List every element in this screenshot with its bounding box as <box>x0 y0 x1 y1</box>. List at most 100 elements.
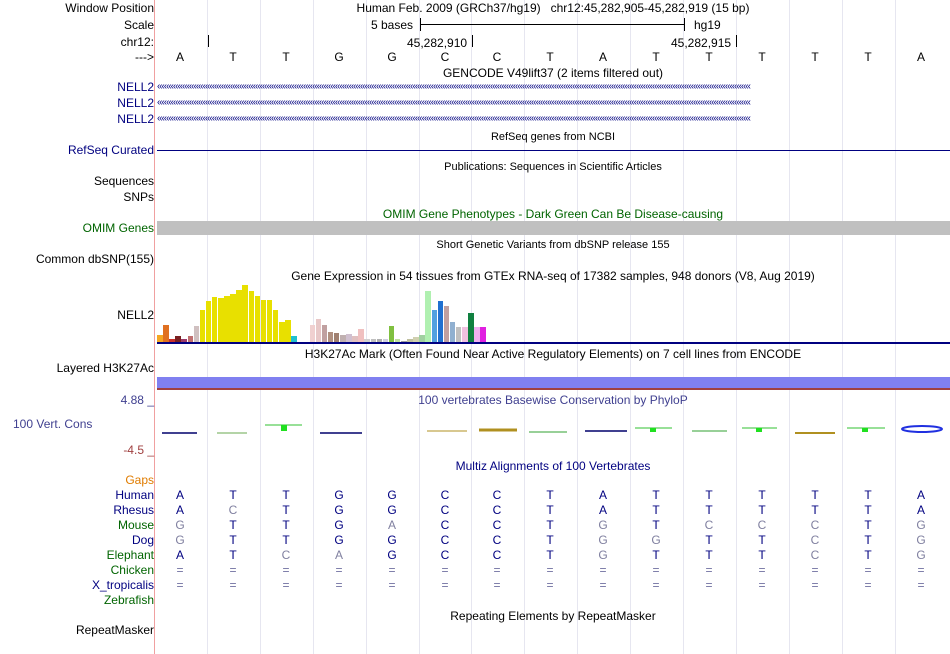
gtex-tissue-bar[interactable] <box>455 327 462 342</box>
multiz-species-label[interactable]: Chicken <box>110 563 154 577</box>
gtex-tissue-bar[interactable] <box>352 336 358 342</box>
coord-right-text: 45,282,915 <box>671 36 732 50</box>
gtex-tissue-bar[interactable] <box>425 291 431 342</box>
gtex-tissue-bar[interactable] <box>218 298 224 342</box>
multiz-species-label[interactable]: Human <box>115 488 154 502</box>
gtex-tissue-bar[interactable] <box>291 336 297 342</box>
omim-phenotype-bar[interactable] <box>157 221 950 235</box>
gtex-tissue-bar[interactable] <box>431 310 438 342</box>
gtex-tissue-bar[interactable] <box>163 325 169 342</box>
gtex-tissue-bar[interactable] <box>468 313 474 342</box>
gtex-tissue-bar[interactable] <box>242 285 248 342</box>
gtex-tissue-bar[interactable] <box>443 306 450 342</box>
multiz-species-label[interactable]: Dog <box>131 533 154 547</box>
gtex-tissue-bar[interactable] <box>254 296 261 342</box>
h3k27ac-track-label[interactable]: Layered H3K27Ac <box>56 361 154 375</box>
phylop-conservation-plot[interactable] <box>157 420 950 438</box>
alignment-base: = <box>441 578 449 592</box>
gtex-tissue-bar[interactable] <box>370 339 377 342</box>
refseq-gene-line[interactable] <box>157 150 950 151</box>
gtex-tissue-bar[interactable] <box>199 310 206 342</box>
alignment-base: C <box>492 503 502 517</box>
alignment-base: G <box>916 533 926 547</box>
gtex-tissue-bar[interactable] <box>340 335 346 342</box>
gtex-tissue-bar[interactable] <box>211 297 218 342</box>
gtex-tissue-bar[interactable] <box>260 300 267 342</box>
multiz-species-label[interactable]: Rhesus <box>113 503 154 517</box>
gtex-track-label[interactable]: NELL2 <box>117 308 154 322</box>
gtex-tissue-bar[interactable] <box>193 326 200 342</box>
alignment-base: T <box>546 503 554 517</box>
gtex-tissue-bar[interactable] <box>175 336 181 342</box>
gtex-tissue-bar[interactable] <box>181 339 187 342</box>
gtex-tissue-bar[interactable] <box>480 327 486 342</box>
gtex-tissue-bar[interactable] <box>346 334 352 342</box>
gtex-tissue-bar[interactable] <box>224 296 230 342</box>
reference-base: T <box>282 50 290 64</box>
h3k27ac-signal-bar[interactable] <box>157 377 950 388</box>
reference-base: C <box>440 50 450 64</box>
multiz-gaps-label[interactable]: Gaps <box>125 473 154 487</box>
gencode-transcript-arrows[interactable]: ««««««««««««««««««««««««««««««««««««««««… <box>157 82 751 92</box>
gtex-tissue-bar[interactable] <box>388 326 395 342</box>
alignment-base: C <box>492 488 502 502</box>
gencode-gene-label[interactable]: NELL2 <box>117 112 154 126</box>
gtex-tissue-bar[interactable] <box>279 322 285 342</box>
repeatmasker-track-label[interactable]: RepeatMasker <box>75 623 154 637</box>
gtex-tissue-bar[interactable] <box>358 329 364 342</box>
gtex-tissue-bar[interactable] <box>327 332 334 342</box>
gtex-tissue-bar[interactable] <box>462 327 468 342</box>
gtex-tissue-bar[interactable] <box>157 335 163 342</box>
alignment-base: = <box>282 563 290 577</box>
gtex-tissue-bar[interactable] <box>413 337 419 342</box>
alignment-base: G <box>175 518 185 532</box>
base-gridline <box>524 0 525 654</box>
gtex-tissue-bar[interactable] <box>449 322 456 342</box>
multiz-species-label[interactable]: Mouse <box>117 518 154 532</box>
reference-base: G <box>387 50 397 64</box>
gtex-tissue-bar[interactable] <box>187 336 194 342</box>
gtex-tissue-bar[interactable] <box>401 341 407 342</box>
gtex-tissue-bar[interactable] <box>205 301 212 342</box>
gencode-gene-label[interactable]: NELL2 <box>117 80 154 94</box>
gtex-tissue-bar[interactable] <box>285 320 291 342</box>
multiz-species-label[interactable]: X_tropicalis <box>91 578 154 592</box>
multiz-species-label[interactable]: Zebrafish <box>103 593 154 607</box>
alignment-base: = <box>758 563 766 577</box>
dbsnp-track-label[interactable]: Common dbSNP(155) <box>35 252 154 266</box>
gtex-tissue-bar[interactable] <box>272 310 279 342</box>
omim-track-label[interactable]: OMIM Genes <box>82 221 154 235</box>
gtex-tissue-bar[interactable] <box>474 327 480 342</box>
gencode-gene-label[interactable]: NELL2 <box>117 96 154 110</box>
refseq-track-label[interactable]: RefSeq Curated <box>67 143 154 157</box>
gtex-tissue-bar[interactable] <box>309 325 316 342</box>
gencode-transcript-arrows[interactable]: ««««««««««««««««««««««««««««««««««««««««… <box>157 98 751 108</box>
gtex-tissue-bar[interactable] <box>382 339 389 342</box>
alignment-base: T <box>229 518 237 532</box>
publications-sequences-label[interactable]: Sequences <box>93 174 154 188</box>
alignment-base: = <box>493 578 501 592</box>
gtex-tissue-bar[interactable] <box>248 291 255 342</box>
gtex-tissue-bar[interactable] <box>437 301 444 342</box>
coord-tick-left <box>472 35 473 47</box>
gtex-expression-chart[interactable] <box>157 284 950 342</box>
alignment-base: C <box>440 488 450 502</box>
gtex-tissue-bar[interactable] <box>266 300 273 342</box>
gtex-tissue-bar[interactable] <box>364 339 370 342</box>
gtex-tissue-bar[interactable] <box>315 319 322 342</box>
multiz-species-label[interactable]: Elephant <box>106 548 154 562</box>
gtex-tissue-bar[interactable] <box>321 325 328 342</box>
gtex-tissue-bar[interactable] <box>169 339 175 342</box>
gtex-tissue-bar[interactable] <box>333 333 340 342</box>
gtex-tissue-bar[interactable] <box>230 294 236 342</box>
publications-snps-label[interactable]: SNPs <box>123 190 154 204</box>
gtex-tissue-bar[interactable] <box>236 290 242 342</box>
gtex-tissue-bar[interactable] <box>419 335 425 342</box>
phylop-track-label[interactable]: 100 Vert. Cons <box>13 417 93 431</box>
gtex-tissue-bar[interactable] <box>394 339 401 342</box>
alignment-base: A <box>598 488 607 502</box>
gtex-tissue-bar[interactable] <box>376 339 383 342</box>
gencode-transcript-arrows[interactable]: ««««««««««««««««««««««««««««««««««««««««… <box>157 114 751 124</box>
gtex-tissue-bar[interactable] <box>407 339 413 342</box>
